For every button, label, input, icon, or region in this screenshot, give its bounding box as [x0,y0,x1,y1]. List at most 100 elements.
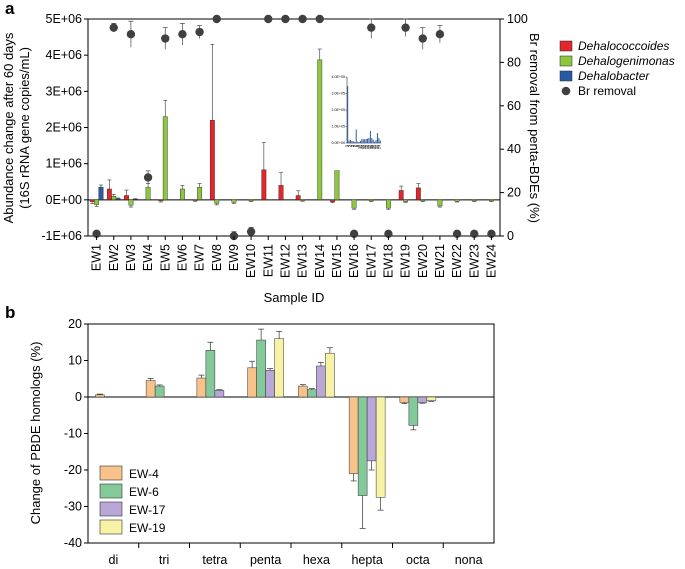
legend-label-ew-17: EW-17 [129,503,166,517]
bar-dehalogenimonas-ew21 [437,199,443,207]
panel-b-xtick-label-penta: penta [250,553,281,567]
panel-a-x-ticks: EW1 EW2 EW3 EW4 EW5 EW6 EW7 EW8 EW9 EW10 EW11 EW12 E… [90,236,498,278]
panel-b-y-ticks: -40 -30 -20 -10 0 10 20 [64,317,88,550]
bar-ew-19-hexa [325,352,335,398]
panel-b-xtick-label-octa: octa [406,553,430,567]
bar-ew-6-octa [408,396,419,426]
panel-b-ytick-label: 0 [75,390,82,404]
panel-a-xtick-label-ew11: EW11 [261,244,275,277]
bar-dehalogenimonas-ew14 [317,59,323,201]
br-removal-point-ew10 [246,227,256,236]
inset-ytick-label: 1.0E+05 [332,125,346,129]
br-removal-point-ew22 [452,229,462,239]
inset-xtick-label-24: 24 [377,145,381,149]
inset-bar-24 [379,140,381,143]
panel-b-x-ticks: di tri tetra penta hexa hepta octa nona [109,553,483,567]
panel-a-bars [89,44,494,210]
inset-xtick-label-4: 4 [349,145,353,147]
panel-a-xtick-label-ew12: EW12 [278,244,292,278]
panel-a-ytick-label: 0E+00 [46,193,83,207]
panel-a-xtick-label-ew4: EW4 [141,244,155,271]
panel-a-y2-ticks: 0 20 40 60 80 100 [500,12,528,243]
inset-xtick-label-3: 3 [348,145,352,147]
panel-a-inset-chart: 0.0E+001.0E+052.0E+053.0E+054.0E+0512345… [330,69,387,170]
br-removal-point-ew5 [161,34,170,43]
panel-a-ytick-label: -1E+06 [41,229,82,243]
legend-label-dehalobacter: Dehalobacter [578,69,650,83]
br-removal-point-ew16 [349,229,359,239]
panel-a-ylabel-line2: (16S rRNA gene copies/mL) [17,47,32,209]
panel-a-legend: DehalococcoidesDehalogenimonasDehalobact… [559,39,675,98]
panel-b-ytick-label: -30 [64,500,82,514]
legend-label-dehalococcoides: Dehalococcoides [578,39,669,53]
panel-b-label: b [5,303,15,322]
inset-bar-13 [364,139,366,143]
inset-xtick-label-15: 15 [365,145,369,149]
bar-ew-4-octa [399,396,410,403]
panel-a-ytick-label: 3E+06 [46,84,83,98]
inset-xtick-label-12: 12 [360,145,364,149]
inset-bar-11 [361,138,363,143]
inset-xtick-label-9: 9 [356,145,360,147]
legend-swatch-dehalogenimonas [559,55,573,67]
inset-xtick-label-20: 20 [372,145,376,149]
inset-bar-8 [357,141,359,143]
br-removal-point-ew19 [401,23,410,32]
bar-ew-4-penta [247,367,257,398]
panel-a: a -1E+06 0E+00 1E+06 2E+06 3E+06 4E+06 5E+06 0… [1,0,675,305]
panel-a-xtick-label-ew20: EW20 [416,244,430,278]
panel-a-xtick-label-ew21: EW21 [433,244,447,278]
legend-swatch-ew-4 [99,465,123,481]
inset-xtick-label-23: 23 [376,145,380,149]
bar-dehalogenimonas-ew4 [145,186,151,201]
panel-a-ytick-label: 2E+06 [46,121,83,135]
panel-a-xtick-label-ew24: EW24 [484,244,498,278]
panel-a-xlabel: Sample ID [264,290,325,305]
bar-dehalogenimonas-ew19 [403,199,408,202]
panel-b-xtick-label-tetra: tetra [202,553,227,567]
panel-a-y2tick-label: 20 [507,186,521,200]
bar-dehalogenimonas-ew9 [231,199,237,203]
panel-a-xtick-label-ew2: EW2 [107,244,121,271]
inset-bar-15 [367,138,369,143]
panel-a-br-removal-points [92,14,496,241]
inset-xtick-label-8: 8 [355,145,359,147]
inset-bar-3 [350,140,352,143]
bar-dehalococcoides-ew5 [158,199,164,202]
panel-a-xtick-label-ew3: EW3 [124,244,138,271]
bar-dehalogenimonas-ew13 [300,199,305,201]
bar-dehalogenimonas-ew10 [248,199,254,202]
panel-a-y2tick-label: 100 [507,12,528,26]
br-removal-point-ew4 [143,173,153,182]
inset-bar-18 [371,138,373,143]
inset-xtick-label-6: 6 [352,145,356,147]
br-removal-point-ew12 [281,14,290,24]
panel-b: b -40 -30 -20 -10 0 10 20 di tri tetra penta hexa h… [5,303,495,567]
inset-bar-17 [369,130,371,143]
bar-ew-6-penta [256,339,266,398]
panel-a-xtick-label-ew14: EW14 [313,244,327,278]
bar-ew-6-hexa [307,389,317,398]
panel-b-ytick-label: -20 [64,463,82,477]
bar-ew-6-hepta [357,396,368,496]
bar-ew-17-hepta [366,396,377,462]
bar-dehalogenimonas-ew24 [489,199,494,202]
panel-a-ylabel-line1: Abundance change after 60 days [1,32,16,223]
panel-a-xtick-label-ew15: EW15 [330,244,344,278]
legend-label-ew-19: EW-19 [129,521,166,535]
legend-label-br-removal: Br removal [578,84,636,98]
panel-a-ytick-label: 5E+06 [46,12,83,26]
inset-bar-20 [374,141,376,143]
panel-b-xtick-label-tri: tri [159,553,169,567]
bar-ew-17-octa [417,396,428,403]
panel-a-ytick-label: 4E+06 [46,48,83,62]
panel-a-xtick-label-ew17: EW17 [364,244,378,278]
bar-dehalobacter-ew1 [98,186,104,201]
br-removal-point-ew7 [195,27,204,37]
br-removal-point-ew14 [315,14,324,24]
inset-bar-16 [368,138,370,143]
panel-b-ytick-label: -40 [64,536,82,550]
panel-a-xtick-label-ew7: EW7 [193,244,207,271]
bar-dehalococcoides-ew13 [295,195,301,201]
